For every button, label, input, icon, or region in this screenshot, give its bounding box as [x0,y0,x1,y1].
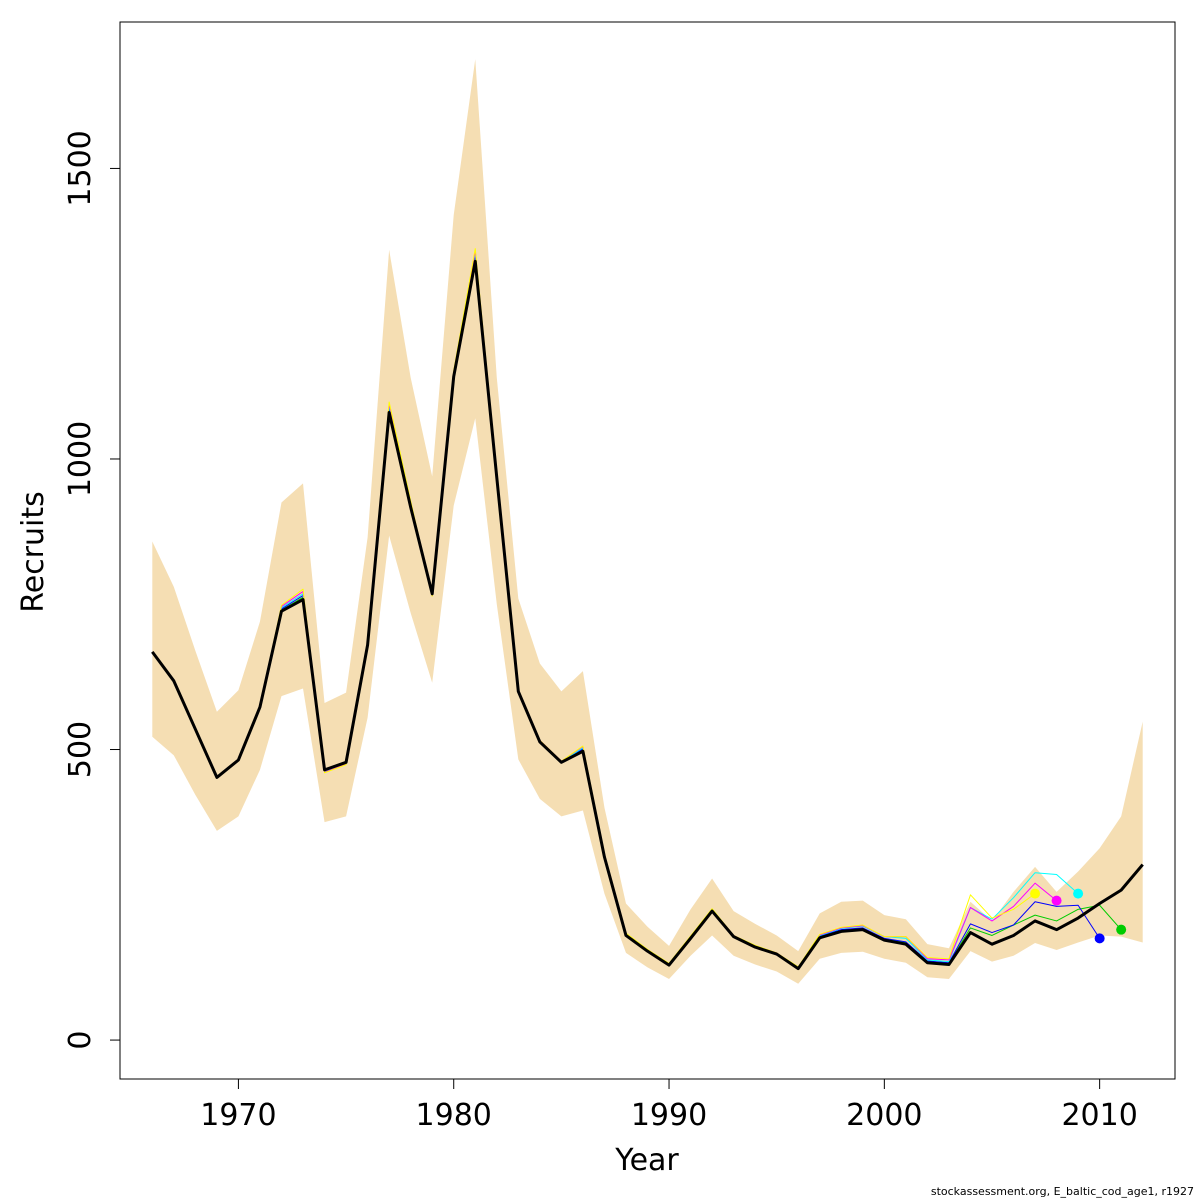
y-tick-label: 1500 [63,130,98,206]
series-end-point-3 [1073,888,1084,899]
y-axis-title: Recruits [16,491,51,613]
series-end-point-1 [1116,924,1127,935]
x-axis: 1970 1980 1990 2000 2010 [200,1079,1138,1133]
y-tick-label: 500 [63,721,98,778]
end-marker-layer [1030,888,1127,944]
series-end-point-5 [1030,888,1041,899]
plot-frame [119,21,1176,1080]
y-tick-label: 1000 [63,421,98,497]
confidence-band-layer [152,59,1143,984]
footer-credit: stockassessment.org, E_baltic_cod_age1, … [930,1185,1194,1198]
series-end-point-4 [1051,895,1062,906]
x-tick-label: 2000 [846,1098,922,1133]
x-tick-label: 1980 [416,1098,492,1133]
x-axis-title: Year [614,1143,679,1178]
x-tick-label: 1990 [631,1098,707,1133]
series-end-point-2 [1094,933,1105,944]
x-tick-label: 2010 [1061,1098,1137,1133]
confidence-band [152,59,1143,984]
x-tick-label: 1970 [200,1098,276,1133]
y-tick-label: 0 [63,1031,98,1050]
y-axis: 0 500 1000 1500 [63,130,120,1050]
series-layer [151,248,1144,971]
series-line-main [151,259,1144,971]
